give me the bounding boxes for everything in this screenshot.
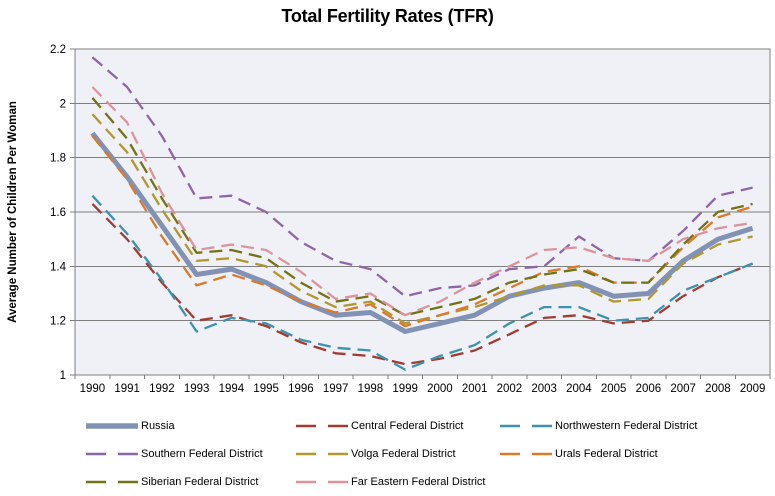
x-tick-label: 2000 — [427, 383, 453, 395]
y-tick-label: 1.8 — [50, 153, 66, 165]
x-tick-label: 2001 — [462, 383, 488, 395]
legend-label-urals-federal-district: Urals Federal District — [555, 448, 658, 460]
series-line-far-eastern-federal-district — [91, 86, 753, 317]
legend-item-northwestern-federal-district: Northwestern Federal District — [500, 419, 775, 433]
y-tick-label: 1.6 — [50, 207, 66, 219]
x-tick-label: 1994 — [219, 383, 245, 395]
y-tick-label: 1.2 — [50, 316, 66, 328]
series-line-volga-federal-district — [91, 113, 753, 325]
y-tick-label: 2 — [60, 98, 66, 110]
legend-swatch-urals-federal-district — [500, 452, 552, 456]
x-tick-label: 1997 — [323, 383, 349, 395]
legend-label-siberian-federal-district: Siberian Federal District — [141, 476, 259, 488]
x-tick-label: 1996 — [288, 383, 314, 395]
x-tick-label: 1999 — [392, 383, 418, 395]
x-tick-label: 1990 — [80, 383, 106, 395]
legend-item-southern-federal-district: Southern Federal District — [86, 447, 296, 461]
legend-swatch-southern-federal-district — [86, 452, 138, 456]
x-tick-label: 1991 — [114, 383, 140, 395]
legend-swatch-northwestern-federal-district — [500, 424, 552, 428]
legend-label-volga-federal-district: Volga Federal District — [351, 448, 456, 460]
x-tick-label: 2008 — [705, 383, 731, 395]
legend-swatch-far-eastern-federal-district — [296, 480, 348, 484]
y-axis-title: Average Number of Children Per Woman — [7, 101, 19, 323]
legend-item-urals-federal-district: Urals Federal District — [500, 447, 775, 461]
x-tick-label: 1993 — [184, 383, 210, 395]
y-tick-label: 2.2 — [50, 44, 66, 56]
series-line-southern-federal-district — [91, 56, 753, 298]
x-tick-label: 2003 — [531, 383, 557, 395]
x-tick-label: 2002 — [497, 383, 523, 395]
x-tick-label: 1992 — [149, 383, 175, 395]
legend-label-far-eastern-federal-district: Far Eastern Federal District — [351, 476, 486, 488]
legend-label-northwestern-federal-district: Northwestern Federal District — [555, 420, 698, 432]
legend-item-central-federal-district: Central Federal District — [296, 419, 500, 433]
y-tick-label: 1 — [60, 370, 66, 382]
legend-item-russia: Russia — [86, 419, 296, 433]
legend-item-volga-federal-district: Volga Federal District — [296, 447, 500, 461]
series-line-urals-federal-district — [91, 135, 753, 328]
x-tick-label: 2009 — [740, 383, 766, 395]
x-tick-label: 1995 — [253, 383, 279, 395]
x-tick-label: 2006 — [636, 383, 662, 395]
x-tick-label: 2004 — [566, 383, 592, 395]
legend-label-russia: Russia — [141, 420, 175, 432]
legend-swatch-volga-federal-district — [296, 452, 348, 456]
series-line-central-federal-district — [91, 203, 754, 366]
series-line-russia — [90, 131, 754, 334]
legend-item-far-eastern-federal-district: Far Eastern Federal District — [296, 475, 500, 489]
legend: Russia Central Federal District Northweste… — [86, 412, 775, 496]
chart-title: Total Fertility Rates (TFR) — [281, 6, 494, 26]
x-tick-label: 2005 — [601, 383, 627, 395]
series-line-siberian-federal-district — [91, 97, 753, 317]
legend-label-southern-federal-district: Southern Federal District — [141, 448, 263, 460]
legend-item-siberian-federal-district: Siberian Federal District — [86, 475, 296, 489]
x-tick-label: 2007 — [670, 383, 696, 395]
y-tick-label: 1.4 — [50, 261, 67, 273]
x-tick-label: 1998 — [358, 383, 384, 395]
legend-swatch-central-federal-district — [296, 424, 348, 428]
legend-label-central-federal-district: Central Federal District — [351, 420, 464, 432]
legend-swatch-siberian-federal-district — [86, 480, 138, 484]
series-line-northwestern-federal-district — [91, 194, 754, 371]
plot-svg: 1 1.2 1.4 1.6 1.8 2 2.2 1990 1991 1992 1993 1994 199… — [7, 44, 771, 395]
legend-swatch-russia — [86, 423, 138, 429]
